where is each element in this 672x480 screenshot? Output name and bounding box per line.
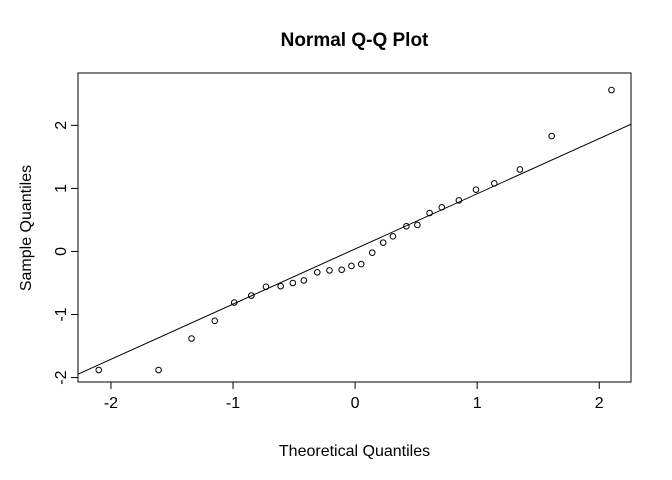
y-tick-label: 0 [53, 247, 70, 256]
y-tick-label: 1 [53, 184, 70, 193]
data-point [368, 249, 376, 257]
data-point [230, 299, 238, 306]
data-point [326, 267, 333, 274]
data-point [357, 260, 365, 268]
data-point [548, 132, 555, 140]
data-point [472, 186, 480, 193]
data-point [300, 277, 308, 284]
data-point [262, 283, 270, 291]
data-point [608, 86, 615, 94]
data-point [455, 197, 463, 204]
data-point [155, 366, 162, 374]
data-point [211, 317, 219, 325]
qq-reference-line [77, 123, 632, 375]
y-axis-label: Sample Quantiles [18, 164, 35, 292]
y-tick-label: -1 [53, 307, 70, 321]
data-point [289, 279, 297, 287]
data-point [403, 222, 410, 230]
data-point [338, 266, 345, 274]
data-point [438, 204, 446, 211]
data-point [516, 166, 524, 173]
data-point [248, 292, 255, 299]
data-point [313, 268, 321, 276]
data-point [95, 366, 103, 374]
y-tick-label: -2 [53, 370, 70, 384]
data-point [389, 233, 397, 240]
x-tick-label: -1 [226, 395, 240, 412]
data-point [277, 282, 284, 290]
data-point [348, 262, 355, 270]
plot-title: Normal Q-Q Plot [280, 30, 429, 51]
x-tick-label: 0 [351, 395, 360, 412]
y-tick-label: 2 [53, 121, 70, 130]
data-point [490, 180, 498, 187]
plot-box [77, 72, 632, 383]
data-point [414, 221, 421, 229]
x-tick-label: 1 [473, 395, 482, 412]
data-point [426, 209, 433, 217]
x-tick-label: 2 [595, 395, 604, 412]
data-point [379, 239, 387, 246]
x-tick-label: -2 [104, 395, 118, 412]
x-axis-label: Theoretical Quantiles [278, 443, 431, 460]
data-point [188, 335, 195, 342]
